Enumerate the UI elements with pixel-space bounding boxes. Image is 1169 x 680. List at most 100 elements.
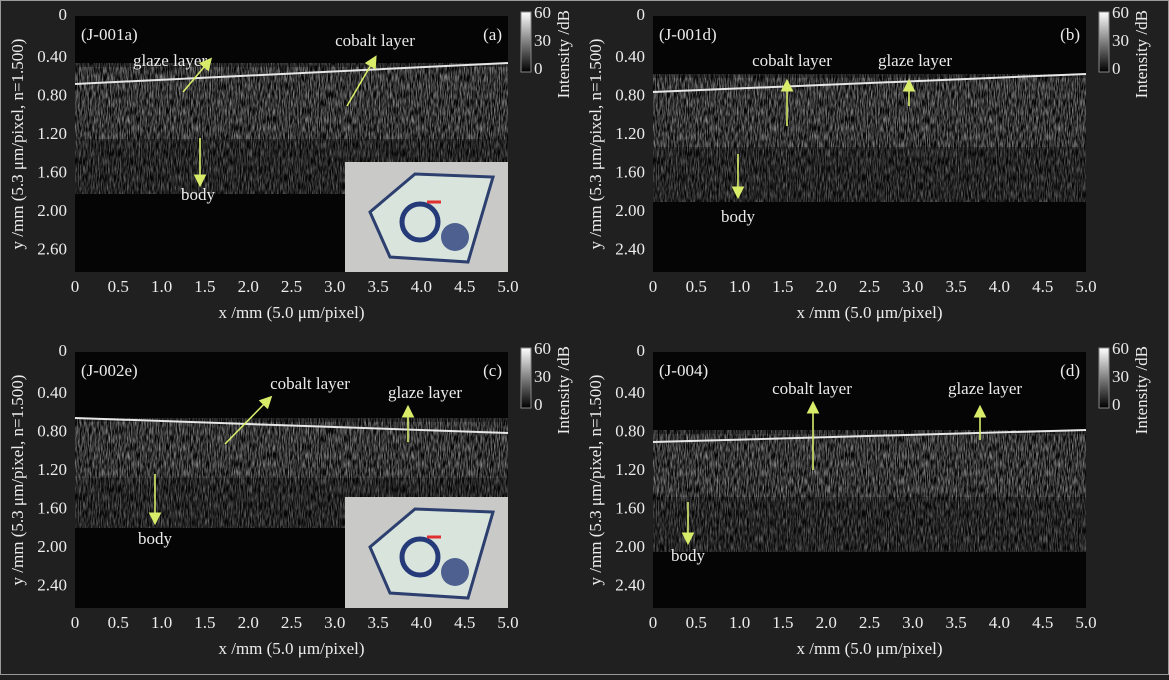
annotation: cobalt layer [752, 51, 832, 70]
y-tick-label: 2.00 [615, 201, 645, 220]
y-axis-label: y /mm (5.3 μm/pixel, n=1.500) [586, 375, 605, 586]
y-tick-label: 0 [637, 5, 646, 24]
y-tick-label: 1.60 [615, 162, 645, 181]
colorbar-tick-label: 0 [1112, 395, 1121, 414]
panel-letter: (b) [1060, 25, 1080, 44]
x-tick-label: 2.0 [238, 277, 259, 296]
y-tick-label: 0 [59, 341, 68, 360]
x-tick-label: 0.5 [686, 277, 707, 296]
x-tick-label: 1.0 [729, 277, 750, 296]
y-tick-label: 0.80 [37, 85, 67, 104]
y-tick-label: 1.20 [615, 124, 645, 143]
colorbar [521, 348, 531, 408]
y-tick-label: 0 [59, 5, 68, 24]
panel-letter: (a) [483, 25, 502, 44]
colorbar [1099, 348, 1109, 408]
y-tick-label: 0.40 [615, 47, 645, 66]
sample-id: (J-001d) [659, 25, 717, 44]
x-tick-label: 5.0 [497, 277, 518, 296]
sample-id: (J-001a) [81, 25, 138, 44]
colorbar-tick-label: 60 [1112, 3, 1129, 22]
colorbar-tick-label: 30 [534, 31, 551, 50]
y-axis-label: y /mm (5.3 μm/pixel, n=1.500) [8, 375, 27, 586]
cobalt-pattern [441, 223, 469, 251]
y-tick-label: 2.40 [615, 575, 645, 594]
x-tick-label: 4.5 [454, 277, 475, 296]
sample-id: (J-002e) [81, 361, 138, 380]
x-tick-label: 1.0 [729, 613, 750, 632]
x-tick-label: 2.5 [859, 277, 880, 296]
x-tick-label: 4.0 [411, 613, 432, 632]
colorbar-label: Intensity /dB [554, 346, 573, 434]
x-tick-label: 4.0 [989, 277, 1010, 296]
x-tick-label: 1.0 [151, 277, 172, 296]
y-tick-label: 0.40 [37, 47, 67, 66]
y-tick-label: 2.40 [615, 239, 645, 258]
y-tick-label: 1.20 [37, 124, 67, 143]
colorbar-tick-label: 0 [534, 59, 543, 78]
x-tick-label: 4.5 [1032, 613, 1053, 632]
panel-letter: (c) [483, 361, 502, 380]
x-axis-label: x /mm (5.0 μm/pixel) [796, 303, 942, 322]
x-tick-label: 1.0 [151, 613, 172, 632]
annotation: glaze layer [948, 379, 1022, 398]
x-tick-label: 0 [649, 613, 658, 632]
y-tick-label: 0.80 [37, 421, 67, 440]
annotation: glaze layer [878, 51, 952, 70]
annotation: cobalt layer [772, 379, 852, 398]
x-tick-label: 1.5 [772, 277, 793, 296]
x-tick-label: 0 [649, 277, 658, 296]
x-tick-label: 2.0 [816, 277, 837, 296]
x-tick-label: 2.5 [281, 613, 302, 632]
x-axis-label: x /mm (5.0 μm/pixel) [796, 639, 942, 658]
colorbar-label: Intensity /dB [554, 10, 573, 98]
y-axis-label: y /mm (5.3 μm/pixel, n=1.500) [586, 39, 605, 250]
y-tick-label: 1.60 [37, 498, 67, 517]
colorbar-tick-label: 30 [534, 367, 551, 386]
y-tick-label: 0.40 [37, 383, 67, 402]
x-axis-label: x /mm (5.0 μm/pixel) [218, 303, 364, 322]
x-tick-label: 3.0 [902, 613, 923, 632]
x-tick-label: 5.0 [1075, 613, 1096, 632]
annotation: body [181, 185, 216, 204]
sample-id: (J-004) [659, 361, 708, 380]
colorbar-tick-label: 60 [534, 3, 551, 22]
y-tick-label: 2.00 [37, 201, 67, 220]
y-axis-label: y /mm (5.3 μm/pixel, n=1.500) [8, 39, 27, 250]
y-tick-label: 0.80 [615, 421, 645, 440]
x-axis-label: x /mm (5.0 μm/pixel) [218, 639, 364, 658]
x-tick-label: 4.0 [411, 277, 432, 296]
annotation: glaze layer [133, 51, 207, 70]
x-tick-label: 0.5 [108, 613, 129, 632]
y-tick-label: 1.20 [37, 460, 67, 479]
x-tick-label: 1.5 [772, 613, 793, 632]
y-tick-label: 2.40 [37, 575, 67, 594]
x-tick-label: 4.5 [454, 613, 475, 632]
colorbar-label: Intensity /dB [1132, 346, 1151, 434]
x-tick-label: 3.0 [324, 277, 345, 296]
x-tick-label: 5.0 [497, 613, 518, 632]
y-tick-label: 0 [637, 341, 646, 360]
colorbar-tick-label: 60 [1112, 339, 1129, 358]
annotation: body [671, 546, 706, 565]
x-tick-label: 1.5 [194, 613, 215, 632]
y-tick-label: 2.60 [37, 239, 67, 258]
colorbar [1099, 12, 1109, 72]
panel-letter: (d) [1060, 361, 1080, 380]
annotation: cobalt layer [335, 31, 415, 50]
x-tick-label: 2.5 [859, 613, 880, 632]
x-tick-label: 4.5 [1032, 277, 1053, 296]
x-tick-label: 3.5 [945, 277, 966, 296]
y-tick-label: 2.00 [615, 537, 645, 556]
cobalt-pattern [441, 558, 469, 586]
y-tick-label: 1.60 [37, 162, 67, 181]
x-tick-label: 2.0 [238, 613, 259, 632]
x-tick-label: 0 [71, 277, 80, 296]
x-tick-label: 3.0 [324, 613, 345, 632]
y-tick-label: 0.40 [615, 383, 645, 402]
y-tick-label: 1.60 [615, 498, 645, 517]
annotation: body [138, 529, 173, 548]
x-tick-label: 5.0 [1075, 277, 1096, 296]
x-tick-label: 3.0 [902, 277, 923, 296]
x-tick-label: 0.5 [686, 613, 707, 632]
